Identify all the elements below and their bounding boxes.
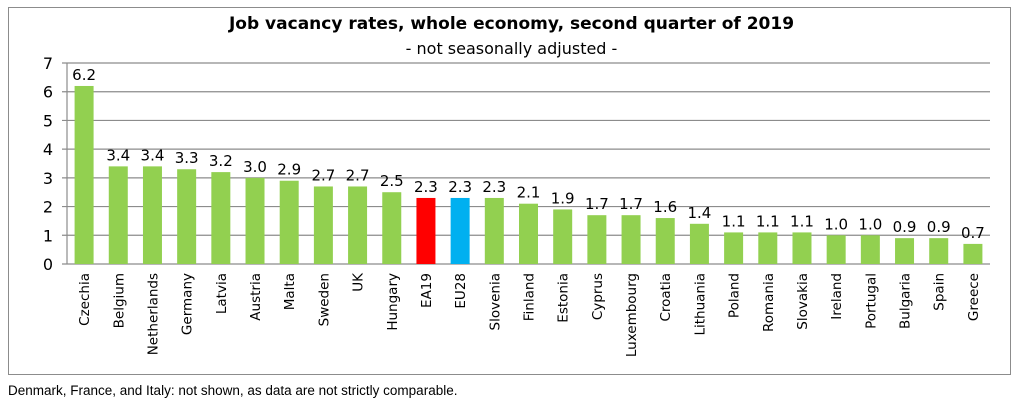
bar-hungary [382,192,402,264]
bar-croatia [655,218,675,264]
x-tick-label: Netherlands [145,273,161,355]
data-label: 1.7 [619,195,643,213]
bar-eu28 [450,197,470,264]
y-tick-label: 6 [43,83,53,102]
bar-estonia [553,209,573,264]
data-label: 3.0 [243,158,267,176]
x-tick-label: Poland [727,273,743,318]
x-tick-label: Slovenia [487,273,503,330]
data-label: 0.9 [927,218,951,236]
bar-bulgaria [895,238,915,264]
x-tick-label: Bulgaria [898,273,914,329]
x-tick-label: Malta [282,273,298,310]
x-tick-label: Luxembourg [624,273,640,357]
y-tick-label: 0 [43,255,53,274]
bar-germany [177,169,197,264]
x-tick-label: EA19 [419,273,435,308]
data-label: 1.1 [756,212,780,230]
data-label: 1.0 [858,215,882,233]
bar-austria [245,177,265,264]
bar-ireland [826,235,846,264]
bar-chart: 0 1 2 3 4 5 6 7 6.2 Czechia 3.4 Belgium 3.4 Netherlan… [43,54,990,357]
x-tick-label: Cyprus [590,273,606,320]
bar-slovakia [792,232,812,264]
bar-belgium [108,166,128,264]
x-tick-label: Slovakia [795,273,811,330]
data-label: 2.7 [311,166,335,184]
data-label: 2.3 [448,178,472,196]
bar-greece [963,243,983,264]
x-tick-label: UK [351,272,367,292]
bar-sweden [313,186,333,264]
data-label: 3.4 [106,146,130,164]
x-tick-label: Finland [522,273,538,321]
data-label: 1.9 [551,189,575,207]
x-tick-label: Czechia [77,273,93,326]
x-tick-label: Latvia [214,273,230,314]
x-tick-label: Croatia [658,273,674,322]
chart-subtitle: - not seasonally adjusted - [405,39,618,58]
x-tick-label: Sweden [316,273,332,326]
bar-finland [519,203,538,264]
bar-spain [929,238,949,264]
chart-frame [8,7,1011,375]
x-tick-label: Lithuania [692,273,708,336]
bar-lithuania [689,223,709,264]
data-label: 1.1 [722,212,746,230]
x-tick-label: Romania [761,273,777,332]
bar-uk [348,186,368,264]
x-tick-label: Portugal [863,273,879,329]
x-tick-label: Belgium [111,273,127,328]
data-label: 2.5 [380,172,404,190]
chart-title: Job vacancy rates, whole economy, second… [228,14,795,34]
bar-slovenia [484,197,504,264]
x-tick-label: Greece [966,273,982,321]
bar-luxembourg [621,215,641,264]
y-tick-label: 7 [43,54,53,73]
y-tick-label: 1 [43,226,53,245]
x-tick-label: EU28 [453,273,469,309]
y-tick-label: 5 [43,111,53,130]
x-tick-label: Hungary [385,273,401,331]
data-label: 3.3 [175,149,199,167]
x-tick-label: Germany [180,273,196,335]
bar-romania [758,232,778,264]
x-tick-label: Estonia [556,273,572,323]
data-label: 1.6 [653,198,677,216]
data-label: 0.9 [893,218,917,236]
data-label: 2.7 [346,166,370,184]
data-label: 1.1 [790,212,814,230]
data-label: 0.7 [961,224,985,242]
bar-cyprus [587,215,607,264]
x-tick-label: Spain [932,273,948,311]
data-label: 1.4 [687,204,711,222]
data-label: 3.2 [209,152,233,170]
bar-latvia [211,172,231,264]
data-label: 1.0 [824,215,848,233]
data-label: 3.4 [141,146,165,164]
y-tick-label: 3 [43,169,53,188]
bar-poland [724,232,744,264]
data-label: 2.9 [277,161,301,179]
data-label: 2.3 [414,178,438,196]
footnote: Denmark, France, and Italy: not shown, a… [8,383,458,398]
bar-netherlands [142,166,162,264]
bar-malta [279,180,299,264]
bar-portugal [860,235,880,264]
data-label: 2.3 [482,178,506,196]
bar-czechia [74,85,94,264]
data-label: 2.1 [517,184,541,202]
x-tick-label: Austria [248,273,264,321]
y-tick-label: 2 [43,198,53,217]
data-label: 1.7 [585,195,609,213]
y-tick-label: 4 [43,140,53,159]
x-tick-label: Ireland [829,273,845,320]
bar-ea19 [416,197,436,264]
data-label: 6.2 [72,66,96,84]
